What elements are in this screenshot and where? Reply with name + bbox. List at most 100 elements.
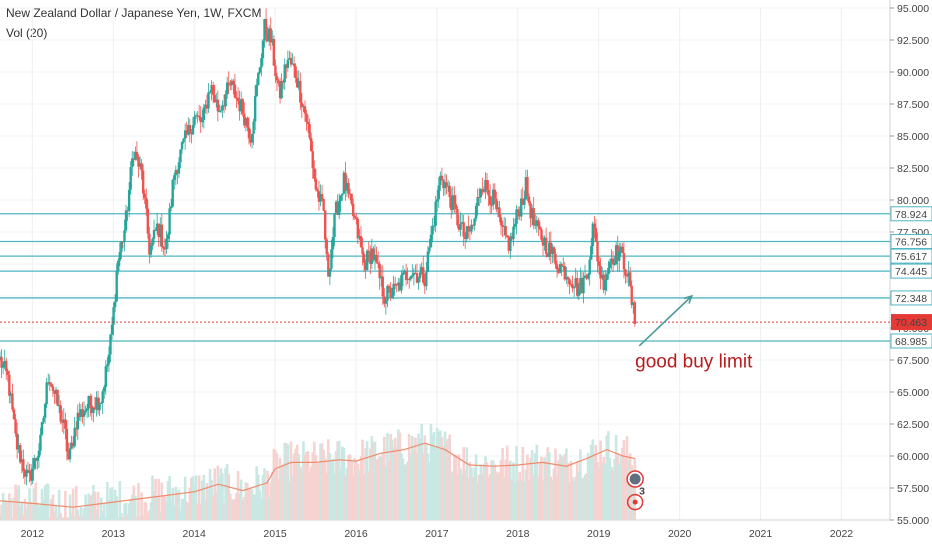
volume-bar (319, 443, 322, 520)
candle-body (297, 80, 300, 88)
volume-bar (611, 469, 615, 520)
volume-bar (621, 448, 624, 520)
candle-body (618, 251, 621, 261)
volume-bar (255, 466, 259, 520)
candle-body (238, 100, 241, 112)
candle-body (608, 262, 612, 268)
volume-bar (305, 451, 308, 520)
price-tick-label: 57.500 (897, 483, 929, 495)
candle-body (68, 448, 72, 460)
candle-body (305, 113, 308, 123)
candle-body (263, 18, 266, 41)
volume-bar (269, 482, 273, 520)
candle-body (79, 409, 83, 418)
candle-body (446, 185, 450, 187)
candle-body (476, 197, 479, 206)
volume-bar (515, 445, 518, 520)
volume-bar (29, 501, 33, 520)
trend-arrowhead (683, 294, 694, 304)
candle-body (437, 185, 440, 200)
candle-body (154, 229, 157, 232)
candle-body (169, 206, 173, 209)
volume-bar (504, 459, 507, 520)
volume-bar (389, 433, 392, 520)
volume-bar (120, 513, 123, 520)
candle-body (219, 110, 223, 112)
candle-body (586, 274, 590, 279)
candle-body (456, 209, 459, 226)
candle-body (534, 224, 537, 226)
volume-bar (205, 482, 209, 520)
volume-bar (37, 506, 41, 520)
candle-body (112, 307, 115, 325)
volume-indicator-label[interactable]: Vol (20) (6, 26, 48, 40)
volume-bar (465, 447, 469, 520)
candle-body (25, 469, 28, 477)
candle-body (37, 450, 41, 458)
candle-body (414, 272, 417, 274)
volume-bar (414, 437, 417, 520)
volume-bar (446, 438, 450, 520)
time-tick-label: 2017 (425, 528, 449, 540)
candle-body (148, 233, 151, 255)
candle-body (43, 404, 47, 418)
price-tick-label: 85.000 (897, 131, 929, 143)
volume-bar (361, 439, 364, 520)
volume-bar (135, 517, 139, 520)
candle-body (176, 169, 179, 174)
candle-body (591, 223, 595, 247)
candle-body (527, 196, 531, 204)
volume-bar (193, 484, 196, 520)
volume-bar (395, 447, 399, 520)
candle-body (107, 354, 111, 365)
volume-bar (572, 481, 576, 520)
event-marker[interactable] (626, 493, 644, 511)
volume-bar (252, 494, 255, 520)
volume-bar (365, 441, 369, 520)
volume-bar (43, 485, 47, 520)
volume-bar (445, 441, 448, 520)
candle-body (215, 99, 218, 103)
candle-body (168, 208, 171, 235)
candle-body (590, 246, 593, 260)
volume-bar (300, 468, 304, 520)
candle-body (47, 382, 50, 384)
time-tick-label: 2015 (263, 528, 287, 540)
volume-bar (467, 478, 470, 520)
candle-body (121, 241, 125, 243)
candle-body (544, 237, 548, 254)
volume-bar (593, 453, 596, 520)
candle-body (443, 182, 447, 189)
chart-title: New Zealand Dollar / Japanese Yen, 1W, F… (6, 6, 262, 20)
candle-body (11, 393, 14, 410)
volume-bars (0, 423, 637, 520)
candle-body (478, 197, 481, 199)
volume-bar (513, 482, 517, 520)
volume-bar (85, 504, 89, 520)
volume-bar (485, 462, 489, 520)
volume-bar (496, 473, 500, 520)
volume-bar (70, 513, 73, 520)
volume-bar (241, 499, 245, 520)
volume-bar (59, 513, 62, 520)
candle-body (412, 272, 416, 276)
candle-body (232, 80, 235, 85)
volume-bar (435, 428, 439, 520)
volume-bar (110, 487, 114, 520)
volume-bar (177, 489, 181, 520)
candle-body (67, 451, 70, 460)
volume-bar (607, 431, 610, 520)
candle-body (1, 364, 5, 368)
candle-body (140, 163, 143, 171)
candle-body (26, 469, 30, 474)
candle-body (372, 248, 375, 261)
candle-body (308, 124, 311, 138)
candle-body (57, 405, 61, 407)
volume-bar (106, 481, 109, 520)
candle-body (509, 236, 512, 251)
price-tick-label: 90.000 (897, 67, 929, 79)
volume-bar (449, 471, 453, 520)
volume-bar (219, 468, 223, 520)
volume-bar (256, 474, 260, 520)
